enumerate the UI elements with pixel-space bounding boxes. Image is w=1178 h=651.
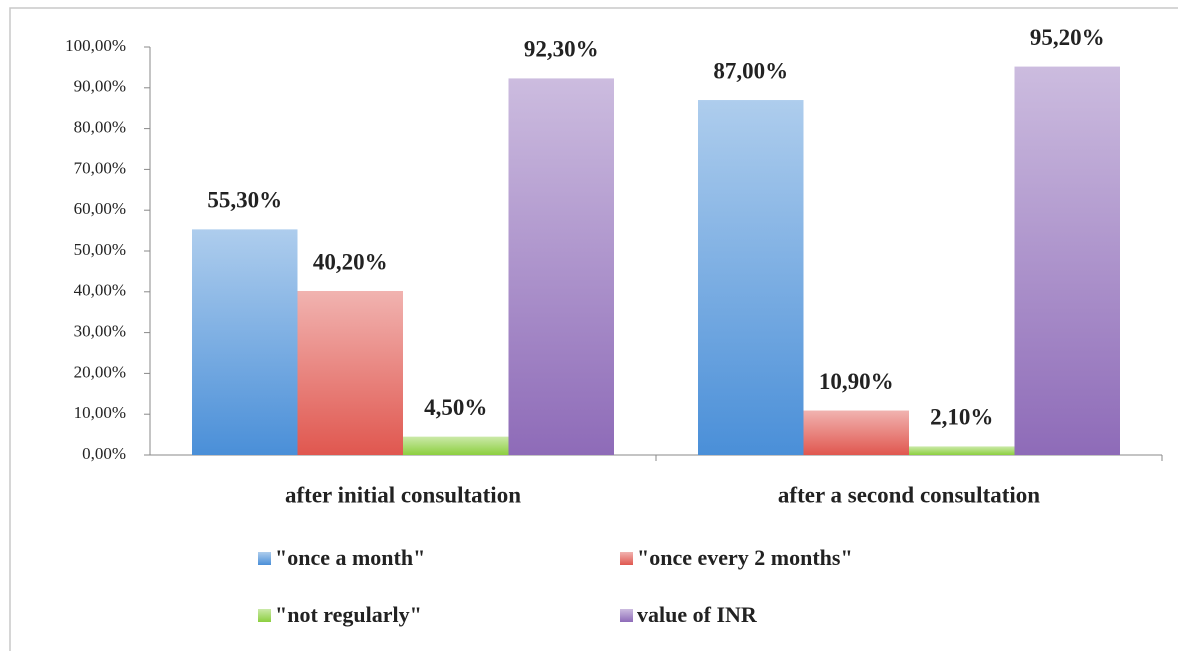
data-label: 55,30% [207, 188, 282, 213]
chart-frame [9, 7, 1178, 651]
legend-label: "once a month" [275, 545, 425, 570]
y-tick-label: 0,00% [82, 444, 126, 463]
legend-swatch [620, 552, 633, 565]
legend-swatch [258, 552, 271, 565]
y-tick-label: 10,00% [74, 403, 126, 422]
y-tick-label: 100,00% [65, 36, 126, 55]
y-tick-label: 70,00% [74, 158, 126, 177]
data-label: 40,20% [313, 249, 388, 274]
data-label: 4,50% [424, 395, 487, 420]
data-label: 95,20% [1030, 25, 1105, 50]
bar [698, 100, 804, 455]
x-tick-label: after a second consultation [778, 482, 1040, 507]
y-tick-label: 80,00% [74, 118, 126, 137]
bar [403, 436, 509, 455]
bar [909, 446, 1015, 455]
y-tick-label: 90,00% [74, 77, 126, 96]
bar [192, 229, 298, 455]
bar [1014, 66, 1120, 456]
y-tick-label: 50,00% [74, 240, 126, 259]
legend-swatch [620, 609, 633, 622]
y-tick-label: 40,00% [74, 281, 126, 300]
bar [508, 78, 614, 455]
legend-label: value of INR [637, 602, 758, 627]
data-label: 87,00% [713, 58, 788, 83]
data-label: 92,30% [524, 37, 599, 62]
legend-label: "not regularly" [275, 602, 422, 627]
y-tick-label: 60,00% [74, 199, 126, 218]
x-tick-label: after initial consultation [285, 482, 521, 507]
y-tick-label: 30,00% [74, 322, 126, 341]
legend-label: "once every 2 months" [637, 545, 853, 570]
bar [803, 410, 909, 455]
data-label: 2,10% [930, 405, 993, 430]
data-label: 10,90% [819, 369, 894, 394]
legend-swatch [258, 609, 271, 622]
y-tick-label: 20,00% [74, 362, 126, 381]
bar [297, 290, 403, 455]
